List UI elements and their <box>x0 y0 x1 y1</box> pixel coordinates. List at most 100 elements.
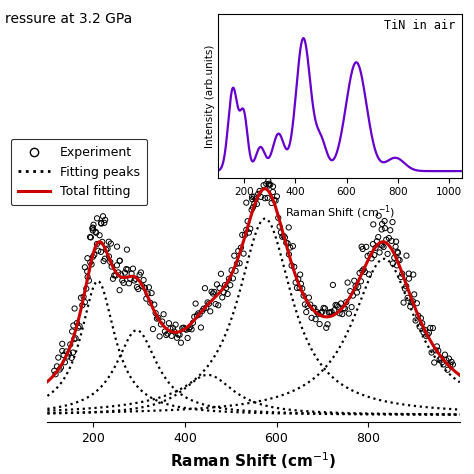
Point <box>92 229 100 237</box>
Point <box>416 323 423 330</box>
Point <box>117 271 125 278</box>
Point <box>408 299 415 306</box>
Point <box>113 262 121 269</box>
Point <box>188 326 195 333</box>
Point <box>112 272 119 279</box>
Point <box>338 310 346 318</box>
Point <box>98 220 105 228</box>
Point <box>87 234 95 241</box>
Point <box>200 305 208 312</box>
Point <box>96 231 103 239</box>
Point <box>222 284 230 292</box>
Point <box>193 312 201 319</box>
Point <box>58 340 66 347</box>
Point <box>260 182 267 189</box>
Point <box>289 242 297 250</box>
Point <box>91 251 98 259</box>
Point <box>325 309 333 317</box>
Point <box>248 206 255 214</box>
Point <box>61 358 69 366</box>
Point <box>99 238 106 246</box>
Point <box>442 356 450 364</box>
Point <box>146 299 154 307</box>
Point <box>276 223 283 230</box>
Point <box>116 257 124 264</box>
Point <box>313 308 321 316</box>
Point <box>238 231 246 239</box>
X-axis label: Raman Shift (cm$^{-1}$): Raman Shift (cm$^{-1}$) <box>285 203 395 220</box>
Point <box>392 238 400 246</box>
Point <box>281 234 289 241</box>
Point <box>371 251 378 259</box>
Point <box>224 290 231 298</box>
Point <box>414 312 422 319</box>
Point <box>413 300 421 307</box>
Point <box>389 260 397 267</box>
Point <box>53 363 61 370</box>
Point <box>65 350 73 357</box>
Point <box>349 292 357 300</box>
Point <box>83 268 91 275</box>
Point <box>337 300 345 307</box>
Point <box>93 240 101 248</box>
Point <box>288 262 295 269</box>
Point <box>140 276 147 284</box>
Point <box>70 322 77 329</box>
Point <box>141 284 149 292</box>
Point <box>322 324 330 332</box>
Point <box>378 220 386 228</box>
Point <box>355 283 362 291</box>
Point <box>310 304 318 312</box>
Point <box>60 351 67 359</box>
Point <box>108 263 115 270</box>
Point <box>381 224 389 232</box>
Point <box>97 248 105 255</box>
Point <box>173 334 181 342</box>
Point <box>370 220 377 228</box>
Point <box>364 252 371 260</box>
Point <box>264 194 272 201</box>
Y-axis label: Intensity (arb.units): Intensity (arb.units) <box>205 44 215 148</box>
Point <box>115 269 122 276</box>
Point <box>55 354 62 361</box>
Point <box>437 355 445 362</box>
Point <box>166 325 174 332</box>
Point <box>204 299 211 306</box>
Point <box>185 325 193 333</box>
Point <box>332 301 339 309</box>
Point <box>365 271 373 278</box>
Point <box>102 246 110 254</box>
Point <box>71 335 78 343</box>
Point <box>301 301 309 308</box>
Point <box>277 228 285 236</box>
Point <box>257 193 264 201</box>
Point <box>394 249 402 257</box>
Point <box>63 348 70 356</box>
Point <box>158 318 166 325</box>
Point <box>92 228 100 236</box>
Point <box>68 328 76 335</box>
Point <box>228 266 236 274</box>
Point <box>320 304 328 312</box>
Point <box>258 171 266 179</box>
Point <box>291 263 298 271</box>
Point <box>205 300 213 308</box>
Point <box>197 324 205 331</box>
Point <box>240 250 247 257</box>
Point <box>164 330 172 337</box>
Point <box>440 361 447 368</box>
Point <box>264 177 272 184</box>
Point <box>274 214 282 222</box>
Point <box>374 233 382 241</box>
Point <box>366 250 374 258</box>
Point <box>389 219 396 226</box>
Point <box>219 293 226 301</box>
Text: TiN in air: TiN in air <box>383 19 455 32</box>
Point <box>328 308 336 316</box>
Point <box>230 252 238 259</box>
Point <box>104 245 111 253</box>
Point <box>113 243 121 250</box>
Point <box>400 299 407 306</box>
Point <box>292 279 300 286</box>
Point <box>243 226 250 234</box>
